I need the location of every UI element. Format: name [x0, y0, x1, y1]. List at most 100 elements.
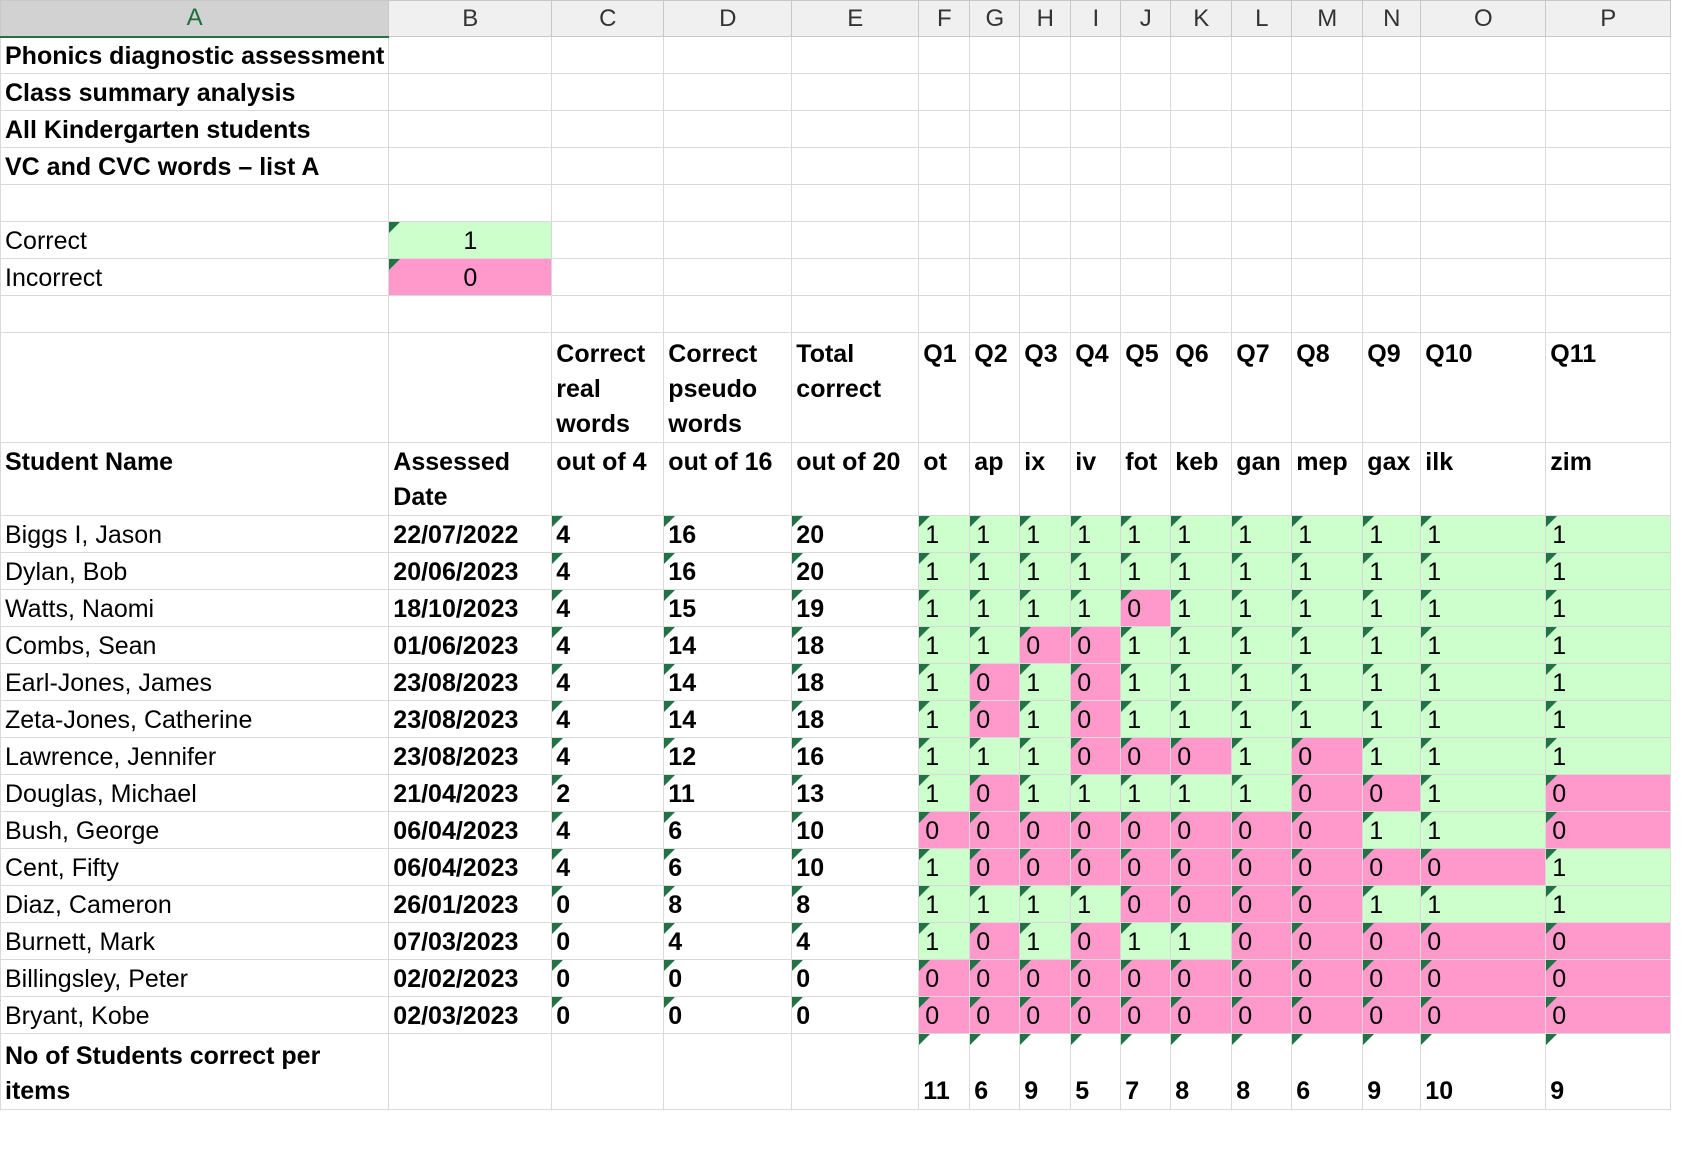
cell[interactable]	[1170, 221, 1233, 259]
cell[interactable]	[1545, 147, 1672, 185]
total-correct-cell[interactable]: 18	[791, 663, 920, 701]
cell[interactable]	[1291, 110, 1364, 148]
cell[interactable]	[1170, 184, 1233, 222]
cell[interactable]	[551, 147, 665, 185]
header-word-q2[interactable]: ap	[969, 442, 1021, 516]
answer-cell-q5[interactable]: 0	[1120, 885, 1172, 923]
correct-real-cell[interactable]: 4	[551, 663, 665, 701]
cell[interactable]	[388, 332, 553, 443]
answer-cell-q7[interactable]: 1	[1231, 515, 1293, 553]
student-name-cell[interactable]: Dylan, Bob	[0, 552, 390, 590]
cell[interactable]	[1291, 221, 1364, 259]
cell[interactable]	[918, 258, 971, 296]
student-name-cell[interactable]: Douglas, Michael	[0, 774, 390, 812]
cell[interactable]	[918, 184, 971, 222]
cell[interactable]	[969, 258, 1021, 296]
header-word-q4[interactable]: iv	[1070, 442, 1122, 516]
assessed-date-cell[interactable]: 07/03/2023	[388, 922, 553, 960]
column-header-E[interactable]: E	[791, 0, 920, 37]
answer-cell-q10[interactable]: 0	[1420, 959, 1547, 997]
header-q6[interactable]: Q6	[1170, 332, 1233, 443]
answer-cell-q2[interactable]: 0	[969, 996, 1021, 1034]
answer-cell-q9[interactable]: 1	[1362, 515, 1422, 553]
cell[interactable]	[1545, 221, 1672, 259]
answer-cell-q11[interactable]: 1	[1545, 885, 1672, 923]
cell[interactable]	[918, 110, 971, 148]
answer-cell-q8[interactable]: 1	[1291, 552, 1364, 590]
cell[interactable]	[1362, 258, 1422, 296]
answer-cell-q8[interactable]: 1	[1291, 700, 1364, 738]
assessed-date-cell[interactable]: 23/08/2023	[388, 737, 553, 775]
answer-cell-q3[interactable]: 1	[1019, 885, 1072, 923]
cell[interactable]	[1231, 184, 1293, 222]
correct-pseudo-cell[interactable]: 0	[663, 959, 793, 997]
assessed-date-cell[interactable]: 22/07/2022	[388, 515, 553, 553]
total-correct-cell[interactable]: 10	[791, 848, 920, 886]
answer-cell-q1[interactable]: 1	[918, 663, 971, 701]
header-q4[interactable]: Q4	[1070, 332, 1122, 443]
cell[interactable]	[1420, 110, 1547, 148]
header-word-q5[interactable]: fot	[1120, 442, 1172, 516]
cell[interactable]	[1019, 110, 1072, 148]
answer-cell-q7[interactable]: 1	[1231, 663, 1293, 701]
answer-cell-q9[interactable]: 1	[1362, 552, 1422, 590]
answer-cell-q8[interactable]: 1	[1291, 626, 1364, 664]
answer-cell-q3[interactable]: 1	[1019, 663, 1072, 701]
header-q3[interactable]: Q3	[1019, 332, 1072, 443]
answer-cell-q7[interactable]: 1	[1231, 700, 1293, 738]
answer-cell-q9[interactable]: 1	[1362, 626, 1422, 664]
cell[interactable]	[551, 258, 665, 296]
cell[interactable]	[1019, 147, 1072, 185]
answer-cell-q10[interactable]: 0	[1420, 922, 1547, 960]
cell[interactable]	[388, 147, 553, 185]
total-correct-cell[interactable]: 19	[791, 589, 920, 627]
total-correct-cell[interactable]: 16	[791, 737, 920, 775]
answer-cell-q7[interactable]: 0	[1231, 922, 1293, 960]
cell[interactable]	[388, 73, 553, 111]
header-word-q7[interactable]: gan	[1231, 442, 1293, 516]
answer-cell-q1[interactable]: 1	[918, 848, 971, 886]
answer-cell-q3[interactable]: 1	[1019, 515, 1072, 553]
answer-cell-q11[interactable]: 1	[1545, 700, 1672, 738]
cell[interactable]	[551, 36, 665, 74]
answer-cell-q11[interactable]: 1	[1545, 515, 1672, 553]
cell[interactable]	[791, 184, 920, 222]
answer-cell-q10[interactable]: 1	[1420, 663, 1547, 701]
answer-cell-q2[interactable]: 1	[969, 737, 1021, 775]
answer-cell-q10[interactable]: 1	[1420, 885, 1547, 923]
answer-cell-q6[interactable]: 0	[1170, 885, 1233, 923]
correct-pseudo-cell[interactable]: 16	[663, 515, 793, 553]
cell[interactable]	[969, 184, 1021, 222]
header-word-q6[interactable]: keb	[1170, 442, 1233, 516]
cell[interactable]	[791, 295, 920, 333]
answer-cell-q9[interactable]: 1	[1362, 700, 1422, 738]
header-word-q8[interactable]: mep	[1291, 442, 1364, 516]
answer-cell-q2[interactable]: 0	[969, 811, 1021, 849]
answer-cell-q3[interactable]: 1	[1019, 922, 1072, 960]
cell[interactable]	[1420, 221, 1547, 259]
cell[interactable]	[388, 1033, 553, 1110]
footer-count-q10[interactable]: 10	[1420, 1033, 1547, 1110]
total-correct-cell[interactable]: 20	[791, 552, 920, 590]
footer-count-q5[interactable]: 7	[1120, 1033, 1172, 1110]
answer-cell-q8[interactable]: 0	[1291, 922, 1364, 960]
cell[interactable]	[0, 295, 390, 333]
cell[interactable]	[1362, 147, 1422, 185]
cell[interactable]	[663, 36, 793, 74]
column-header-F[interactable]: F	[918, 0, 971, 37]
answer-cell-q7[interactable]: 0	[1231, 811, 1293, 849]
answer-cell-q7[interactable]: 1	[1231, 552, 1293, 590]
answer-cell-q7[interactable]: 1	[1231, 589, 1293, 627]
answer-cell-q1[interactable]: 1	[918, 922, 971, 960]
answer-cell-q7[interactable]: 1	[1231, 737, 1293, 775]
answer-cell-q6[interactable]: 1	[1170, 774, 1233, 812]
cell[interactable]	[1170, 36, 1233, 74]
column-header-C[interactable]: C	[551, 0, 665, 37]
cell[interactable]	[1120, 36, 1172, 74]
answer-cell-q2[interactable]: 0	[969, 848, 1021, 886]
total-correct-cell[interactable]: 13	[791, 774, 920, 812]
cell[interactable]	[551, 295, 665, 333]
cell[interactable]	[1231, 36, 1293, 74]
correct-pseudo-cell[interactable]: 15	[663, 589, 793, 627]
header-out-of-16[interactable]: out of 16	[663, 442, 793, 516]
